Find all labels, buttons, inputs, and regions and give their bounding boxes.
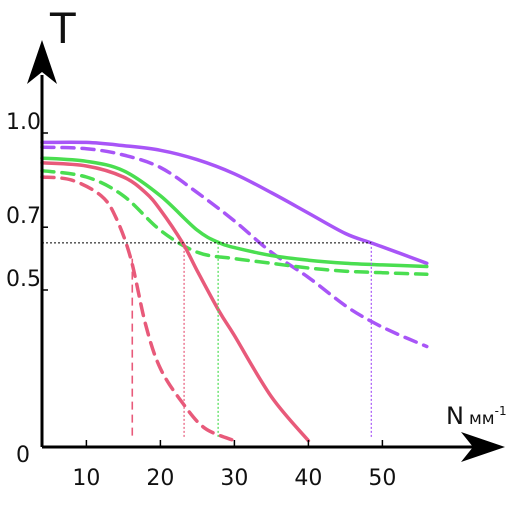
x-axis-unit: мм: [469, 409, 495, 429]
series-line-4-dashed: [40, 168, 429, 277]
y-tick-label-0.5: 0.5: [6, 267, 41, 292]
ticks-layer: 10 20 30 40 50 1.0 0.7 0.5: [6, 110, 396, 491]
x-axis-label-text: N: [446, 402, 464, 430]
series-line-5-solid: [40, 161, 311, 443]
x-axis-unit-exponent: -1: [495, 404, 507, 418]
x-axis-arrow-icon: [461, 432, 505, 462]
axes: [27, 40, 505, 462]
curves-layer: [40, 140, 429, 443]
series-line-2-dashed: [40, 145, 429, 349]
origin-label: 0: [16, 443, 30, 468]
series-line-1-solid: [40, 140, 429, 266]
x-tick-label-10: 10: [72, 466, 100, 491]
y-axis-arrow-icon: [27, 40, 57, 84]
x-tick-label-30: 30: [220, 466, 248, 491]
series-line-6-dashed: [40, 175, 237, 443]
x-tick-label-40: 40: [294, 466, 322, 491]
series-line-3-solid: [40, 156, 429, 269]
y-tick-label-0.7: 0.7: [6, 204, 41, 229]
y-axis-label: T: [49, 4, 76, 53]
x-tick-label-20: 20: [146, 466, 174, 491]
guides-layer: [42, 242, 372, 437]
x-tick-label-50: 50: [368, 466, 396, 491]
y-tick-label-1.0: 1.0: [6, 110, 41, 135]
